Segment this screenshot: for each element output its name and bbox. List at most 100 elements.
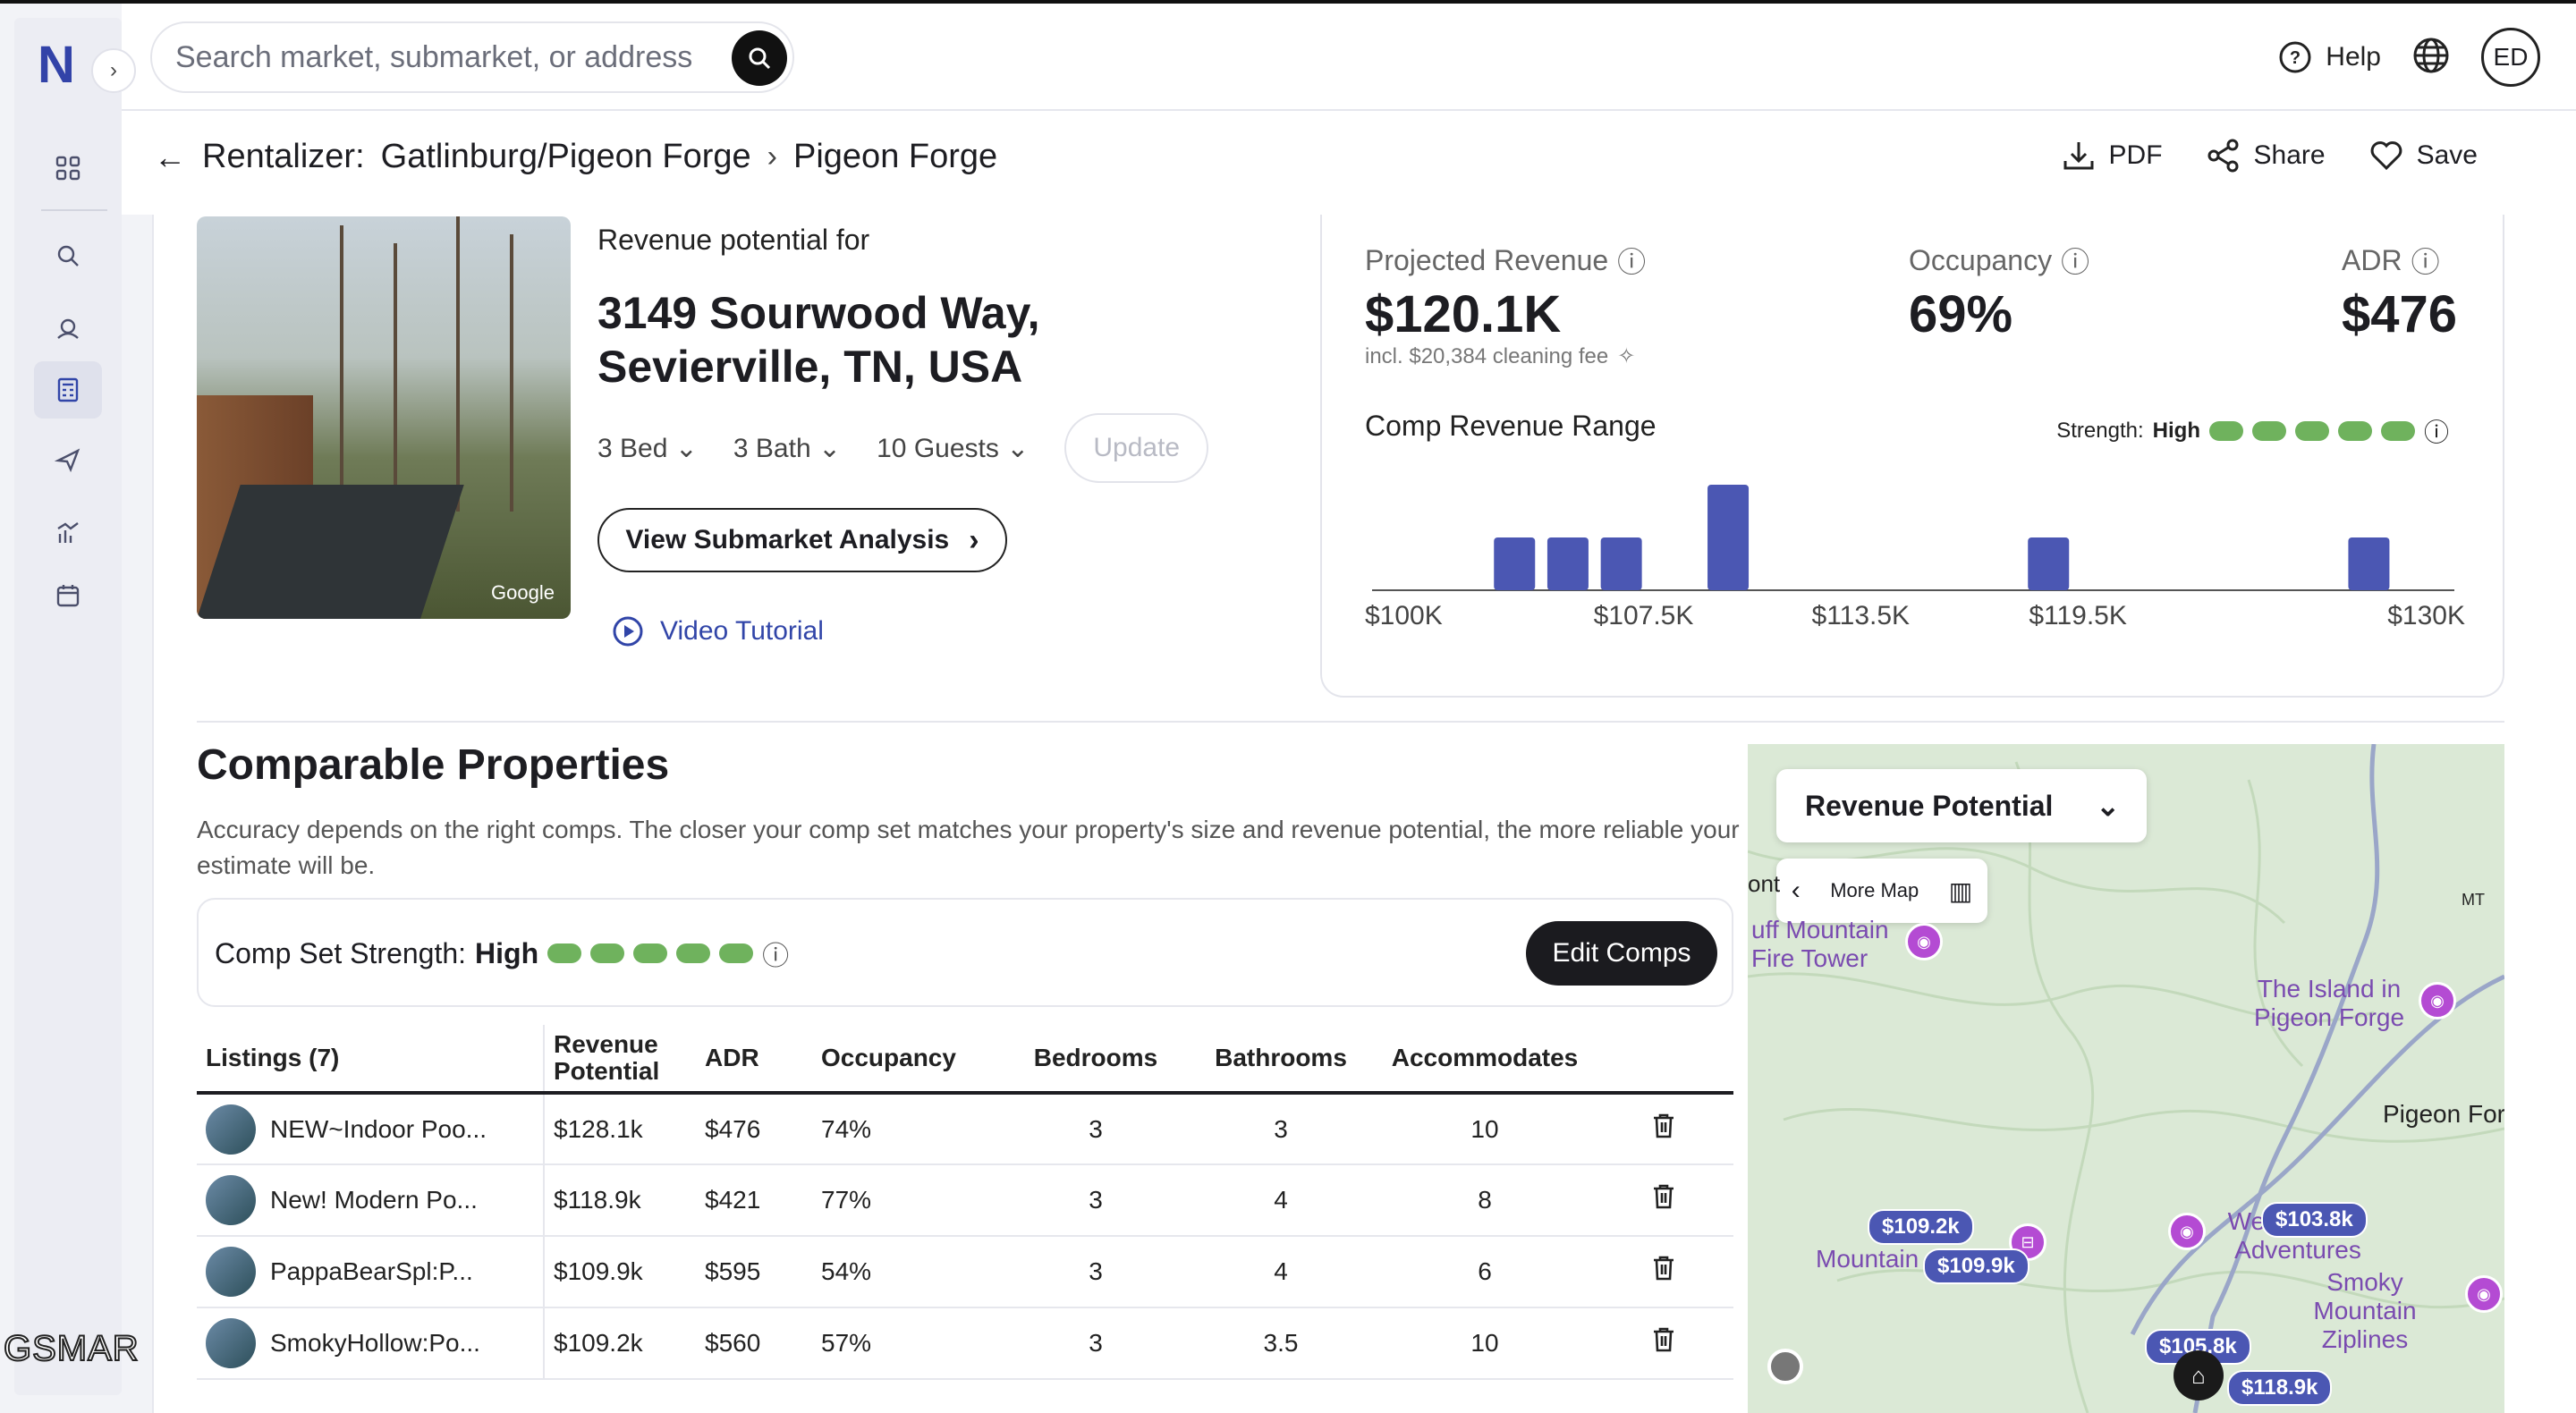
histogram-bar[interactable]	[1546, 537, 1589, 590]
pdf-button[interactable]: PDF	[2061, 138, 2163, 173]
map-label-fire-tower: uff Mountain Fire Tower	[1751, 916, 1889, 972]
column-bathrooms[interactable]: Bathrooms	[1186, 1025, 1376, 1095]
info-icon[interactable]: ⓘ	[2061, 246, 2090, 278]
table-row[interactable]: New! Modern Po... $118.9k $421 77% 3 4 8	[197, 1164, 1733, 1237]
column-actions	[1594, 1025, 1733, 1095]
cleaning-fee-note: incl. $20,384 cleaning fee ✧	[1365, 343, 1636, 369]
market-nav-icon[interactable]	[34, 300, 102, 358]
listing-name[interactable]: NEW~Indoor Poo...	[270, 1114, 487, 1143]
info-icon[interactable]: ⓘ	[2423, 419, 2449, 446]
breadcrumb-submarket[interactable]: Pigeon Forge	[793, 138, 998, 175]
bath-select[interactable]: 3 Bath ⌄	[733, 433, 842, 463]
edit-comps-button[interactable]: Edit Comps	[1526, 921, 1717, 986]
listing-name[interactable]: SmokyHollow:Po...	[270, 1329, 480, 1357]
poi-marker[interactable]: ◉	[2419, 982, 2456, 1020]
price-marker[interactable]: $103.8k	[2261, 1202, 2368, 1238]
poi-marker[interactable]: ◉	[2168, 1213, 2206, 1250]
search-nav-icon[interactable]	[34, 227, 102, 284]
listing-name[interactable]: New! Modern Po...	[270, 1186, 478, 1214]
search-button[interactable]	[732, 30, 787, 86]
listing-thumbnail	[206, 1104, 256, 1155]
home-marker-icon[interactable]: ⌂	[2174, 1350, 2224, 1400]
table-row[interactable]: SmokyHollow:Po... $109.2k $560 57% 3 3.5 10	[197, 1307, 1733, 1380]
update-button[interactable]: Update	[1064, 413, 1209, 483]
user-avatar[interactable]: ED	[2481, 28, 2540, 87]
price-marker[interactable]: $109.9k	[1923, 1248, 2029, 1284]
info-icon[interactable]: ⓘ	[762, 942, 790, 971]
table-row[interactable]: PappaBearSpl:P... $109.9k $595 54% 3 4 6	[197, 1236, 1733, 1308]
delete-comp-button[interactable]	[1594, 1236, 1733, 1308]
cell-revenue: $109.9k	[544, 1236, 696, 1308]
help-button[interactable]: ? Help	[2277, 39, 2381, 75]
price-marker[interactable]: $118.9k	[2227, 1370, 2333, 1406]
cell-accommodates: 6	[1376, 1236, 1594, 1308]
column-listings[interactable]: Listings (7)	[197, 1025, 545, 1095]
map-label-mountain: Mountain	[1816, 1245, 1919, 1273]
share-button[interactable]: Share	[2206, 138, 2326, 173]
cell-adr: $595	[696, 1236, 812, 1308]
analytics-nav-icon[interactable]	[34, 504, 102, 562]
listing-name[interactable]: PappaBearSpl:P...	[270, 1257, 473, 1285]
back-arrow-icon[interactable]: ←	[154, 138, 186, 175]
histogram-bar[interactable]	[1494, 537, 1536, 590]
download-icon	[2063, 142, 2094, 170]
strength-indicator: Strength: High ⓘ	[2056, 413, 2449, 449]
location-pin-icon[interactable]	[1767, 1349, 1803, 1384]
property-photo[interactable]: Google	[197, 216, 571, 619]
view-submarket-button[interactable]: View Submarket Analysis ›	[597, 508, 1007, 572]
column-bedrooms[interactable]: Bedrooms	[1005, 1025, 1186, 1095]
histogram-bar[interactable]	[2028, 537, 2070, 590]
delete-comp-button[interactable]	[1594, 1164, 1733, 1237]
search-input[interactable]	[175, 39, 712, 75]
bed-select[interactable]: 3 Bed ⌄	[597, 433, 698, 463]
map-label-smoky-ziplines: Smoky Mountain Ziplines	[2313, 1268, 2417, 1353]
histogram-bar[interactable]	[2348, 537, 2390, 590]
rentalizer-nav-icon[interactable]	[34, 361, 102, 419]
save-button[interactable]: Save	[2368, 138, 2478, 173]
help-label: Help	[2326, 42, 2381, 72]
column-adr[interactable]: ADR	[696, 1025, 812, 1095]
more-map-button[interactable]: ‹ More Map ▥	[1776, 859, 1987, 923]
revenue-potential-select[interactable]: Revenue Potential ⌄	[1776, 769, 2147, 842]
map-label-pigeon-forge: Pigeon For	[2383, 1100, 2504, 1128]
delete-comp-button[interactable]	[1594, 1093, 1733, 1165]
map-columns-icon: ▥	[1948, 876, 1973, 905]
comps-map[interactable]: Revenue Potential ⌄ ‹ More Map ▥ ont uff…	[1748, 744, 2504, 1413]
cell-occupancy: 74%	[812, 1093, 1005, 1165]
listing-thumbnail	[206, 1175, 256, 1225]
dashboard-icon[interactable]	[34, 140, 102, 197]
guests-select[interactable]: 10 Guests ⌄	[877, 433, 1030, 463]
watermark: GSMAR	[3, 1328, 140, 1369]
breadcrumb-market[interactable]: Gatlinburg/Pigeon Forge	[380, 138, 751, 175]
view-submarket-label: View Submarket Analysis	[625, 525, 950, 554]
video-tutorial-link[interactable]: Video Tutorial	[612, 615, 824, 647]
cell-occupancy: 57%	[812, 1307, 1005, 1380]
column-accommodates[interactable]: Accommodates	[1376, 1025, 1594, 1095]
search-bar	[150, 21, 794, 93]
expand-rail-button[interactable]: ›	[91, 48, 136, 93]
x-tick-label: $119.5K	[2029, 601, 2127, 630]
deals-nav-icon[interactable]	[34, 431, 102, 488]
cell-revenue: $109.2k	[544, 1307, 696, 1380]
cell-revenue: $118.9k	[544, 1164, 696, 1237]
column-occupancy[interactable]: Occupancy	[812, 1025, 1005, 1095]
info-icon[interactable]: ⓘ	[1617, 246, 1647, 278]
price-marker[interactable]: $109.2k	[1868, 1209, 1974, 1245]
table-row[interactable]: NEW~Indoor Poo... $128.1k $476 74% 3 3 10	[197, 1093, 1733, 1165]
chevron-right-icon: ›	[110, 58, 117, 82]
poi-marker[interactable]: ⊟	[2009, 1223, 2046, 1261]
histogram-bar[interactable]	[1600, 537, 1642, 590]
play-circle-icon	[613, 616, 643, 647]
language-button[interactable]	[2411, 36, 2451, 80]
cell-bedrooms: 3	[1005, 1236, 1186, 1308]
histogram-bar[interactable]	[1707, 485, 1750, 590]
delete-comp-button[interactable]	[1594, 1307, 1733, 1380]
column-revenue[interactable]: Revenue Potential	[544, 1025, 696, 1095]
brand-logo[interactable]: N	[38, 35, 75, 94]
property-address: 3149 Sourwood Way, Sevierville, TN, USA	[597, 288, 1040, 392]
cell-bathrooms: 3.5	[1186, 1307, 1376, 1380]
poi-marker[interactable]: ◉	[1905, 923, 1943, 960]
info-icon[interactable]: ⓘ	[2411, 246, 2440, 278]
calendar-nav-icon[interactable]	[34, 567, 102, 624]
poi-marker[interactable]: ◉	[2465, 1275, 2503, 1313]
